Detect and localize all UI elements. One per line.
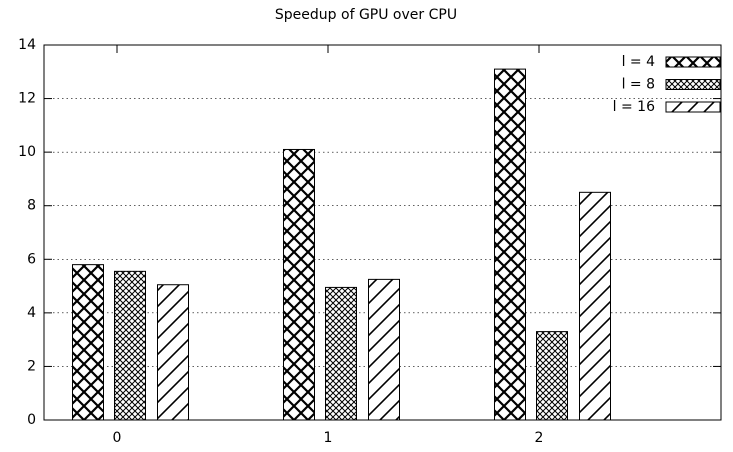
y-tick-label: 10 <box>18 144 36 160</box>
legend-swatch <box>665 101 721 113</box>
legend-swatch <box>665 56 721 68</box>
bar <box>325 286 357 421</box>
y-tick-label: 6 <box>27 251 36 267</box>
y-tick-label: 8 <box>27 198 36 214</box>
y-tick-label: 2 <box>27 358 36 374</box>
x-tick-label: 1 <box>324 430 333 446</box>
legend-label: l = 4 <box>622 54 656 70</box>
bar <box>579 191 611 421</box>
bar <box>368 278 400 421</box>
legend-label: l = 8 <box>622 77 655 93</box>
legend-swatch <box>665 79 721 90</box>
bar <box>157 284 189 421</box>
x-tick-label: 0 <box>113 430 122 446</box>
legend-label: l = 16 <box>613 99 655 115</box>
bar <box>536 331 568 421</box>
y-tick-label: 14 <box>18 37 36 53</box>
bar <box>494 68 526 421</box>
y-tick-label: 12 <box>18 91 36 107</box>
bar <box>72 264 104 421</box>
bar <box>114 270 146 421</box>
bar <box>283 148 315 421</box>
y-tick-label: 0 <box>27 412 36 428</box>
chart-title: Speedup of GPU over CPU <box>275 7 457 23</box>
x-tick-label: 2 <box>535 430 544 446</box>
y-tick-label: 4 <box>27 305 36 321</box>
